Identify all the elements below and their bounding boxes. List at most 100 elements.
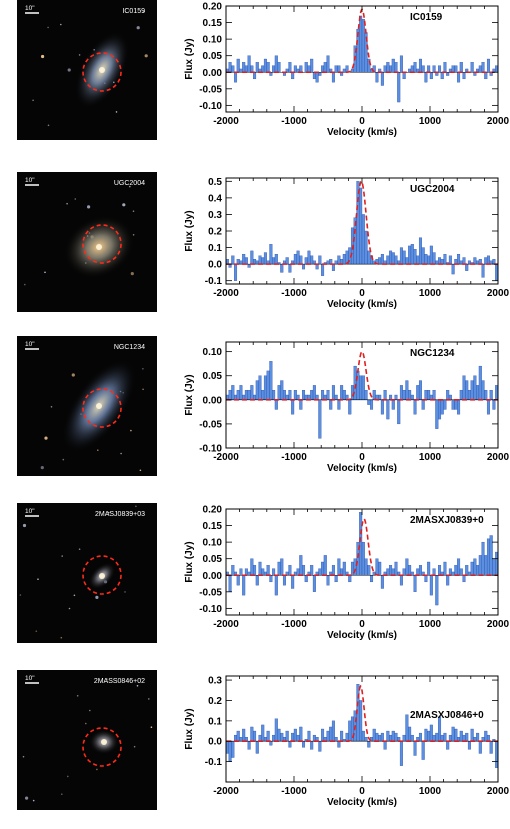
bar [421, 399, 425, 410]
bar [410, 734, 414, 742]
star [24, 283, 26, 286]
galaxy-image: 10" NGC1234 [17, 336, 157, 476]
bar [435, 260, 439, 265]
bar [236, 390, 240, 400]
bar [231, 741, 235, 758]
bar [361, 730, 365, 742]
y-tick-label: 0.10 [203, 347, 223, 358]
y-tick-label: 0.05 [203, 554, 223, 565]
bar [394, 255, 398, 265]
star [120, 452, 122, 455]
panel-row: 10" NGC1234 -2000 -1000 0 1000 2000 -0.10 -0.05 0… [0, 336, 510, 476]
bar [228, 741, 232, 762]
bar [370, 399, 374, 410]
star [139, 469, 142, 472]
y-axis-label: Flux (Jy) [184, 708, 195, 749]
bar [470, 62, 474, 73]
bar [269, 575, 273, 583]
bar [299, 255, 303, 265]
star [19, 594, 22, 596]
x-tick-label: 0 [359, 452, 365, 463]
bar-series [226, 512, 498, 606]
star [35, 630, 38, 632]
bar [402, 390, 406, 400]
bar [312, 575, 316, 592]
bar [326, 730, 330, 742]
bar [329, 399, 333, 410]
bar [440, 734, 444, 742]
bar [492, 399, 496, 410]
bar [372, 728, 376, 742]
chart-title: IC0159 [410, 12, 443, 23]
star [130, 429, 132, 432]
bar [361, 375, 365, 400]
star [95, 595, 99, 599]
chart-title: NGC1234 [410, 348, 455, 359]
bar [334, 394, 338, 400]
bar [253, 565, 257, 576]
bar [291, 399, 295, 415]
bar [255, 741, 259, 754]
bar [234, 72, 238, 83]
x-tick-label: 0 [359, 288, 365, 299]
bar [318, 399, 322, 439]
bar [413, 399, 417, 415]
bar [448, 734, 452, 742]
bar [484, 390, 488, 400]
bar [408, 726, 412, 742]
bar [486, 255, 490, 265]
bar [457, 399, 461, 415]
bar [348, 575, 352, 583]
y-tick-label: 0.15 [203, 18, 223, 29]
bar [310, 565, 314, 576]
bar [280, 263, 284, 273]
y-tick-label: 0.20 [203, 2, 223, 13]
bar [282, 390, 286, 400]
scale-label: 10" [25, 177, 35, 184]
star [148, 698, 150, 700]
star [96, 768, 98, 771]
spectrum-chart: -2000 -1000 0 1000 2000 -0.1 0.0 0.1 0.2 0.3 0.4 0.… [168, 172, 510, 317]
bar [394, 62, 398, 73]
bar [451, 571, 455, 576]
bar [467, 741, 471, 750]
y-tick-label: 0.10 [203, 538, 223, 549]
bar [312, 385, 316, 400]
bar [299, 555, 303, 576]
bar [389, 734, 393, 742]
bar [364, 558, 368, 576]
bar [277, 561, 281, 576]
bar [244, 390, 248, 400]
galaxy-image: 10" UGC2004 [17, 172, 157, 312]
chart-title: UGC2004 [410, 184, 455, 195]
galaxy-core [99, 67, 105, 73]
star [25, 796, 29, 800]
bar [296, 734, 300, 742]
bar [291, 732, 295, 742]
star [61, 555, 63, 557]
bar [427, 730, 431, 742]
star [115, 111, 118, 113]
bar [465, 732, 469, 742]
bar [486, 58, 490, 73]
bar [473, 375, 477, 400]
bar [266, 565, 270, 576]
bar [326, 260, 330, 265]
x-axis-label: Velocity (km/s) [327, 463, 397, 474]
bar [277, 385, 281, 400]
galaxy-name: NGC1234 [114, 344, 145, 351]
bar [446, 575, 450, 586]
bar [383, 390, 387, 400]
bar-series [226, 181, 498, 281]
y-tick-label: 0.00 [203, 68, 223, 79]
bar [459, 730, 463, 742]
bar [299, 726, 303, 742]
bar [239, 568, 243, 576]
bar [359, 375, 363, 400]
bar [266, 370, 270, 400]
bar [356, 370, 360, 400]
bar [342, 739, 346, 742]
bar [261, 390, 265, 400]
bar [274, 254, 278, 265]
bar [255, 62, 259, 73]
